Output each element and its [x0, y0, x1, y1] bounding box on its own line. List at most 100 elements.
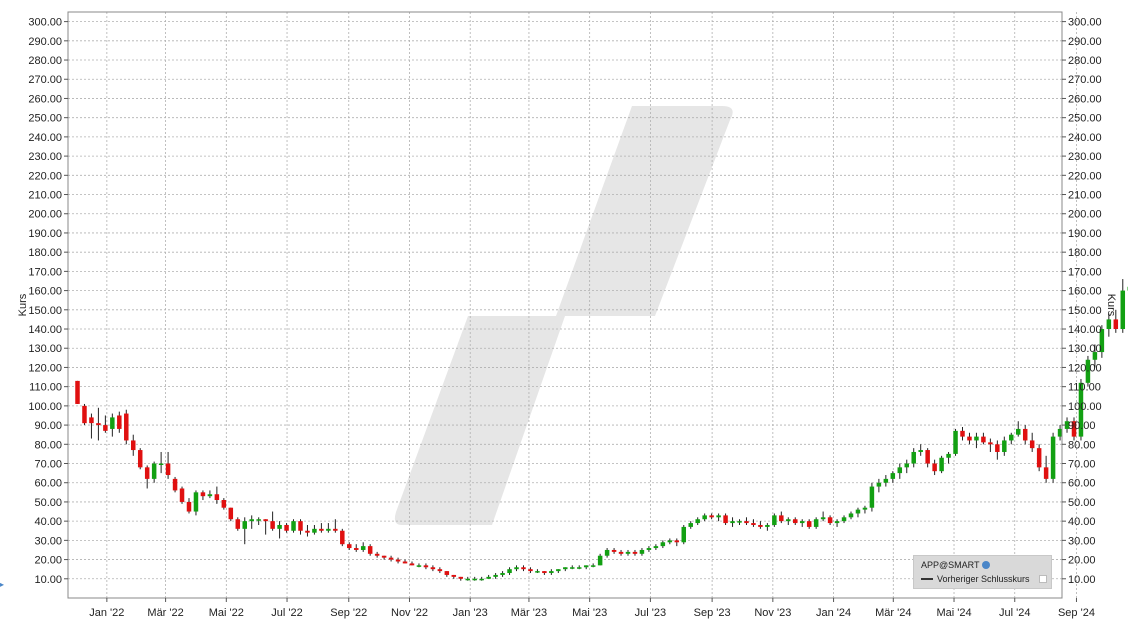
candle-body	[165, 463, 171, 476]
candle-down	[1022, 425, 1028, 445]
candle-body	[583, 565, 589, 568]
candle-down	[124, 409, 129, 445]
candle-body	[528, 569, 533, 572]
candle-body	[988, 442, 993, 445]
y-tick-label-left: 160.00	[28, 286, 62, 298]
y-tick-label-right: 50.00	[1068, 497, 1096, 509]
candle-up	[953, 428, 958, 456]
candle-down	[988, 438, 993, 452]
y-tick-label-left: 260.00	[28, 93, 62, 105]
candle-up	[1120, 279, 1126, 333]
candle-down	[179, 486, 185, 504]
y-tick-label-right: 40.00	[1068, 516, 1096, 528]
legend-toggle-checkbox[interactable]	[1039, 575, 1047, 583]
candle-body	[409, 563, 415, 566]
candle-up	[772, 513, 777, 527]
y-axis-title-right: Kurs	[1105, 294, 1117, 317]
y-tick-label-left: 220.00	[28, 170, 62, 182]
candle-up	[688, 521, 693, 529]
y-tick-label-right: 120.00	[1068, 362, 1102, 374]
candle-body	[1120, 290, 1126, 330]
candle-down	[458, 576, 464, 581]
legend: APP@SMART Vorheriger Schlusskurs	[913, 555, 1052, 589]
candle-body	[200, 492, 206, 497]
candle-up	[695, 517, 700, 525]
y-tick-label-right: 220.00	[1068, 170, 1102, 182]
candle-down	[200, 490, 206, 501]
candle-down	[374, 551, 380, 558]
y-tick-label-left: 70.00	[34, 459, 62, 471]
candle-down	[960, 427, 965, 441]
candle-body	[744, 521, 749, 524]
candle-body	[284, 524, 289, 531]
y-tick-label-right: 30.00	[1068, 535, 1096, 547]
y-tick-label-right: 240.00	[1068, 132, 1102, 144]
candle-up	[1085, 355, 1091, 387]
candle-body	[556, 569, 561, 572]
candle-down	[221, 498, 227, 510]
candle-body	[611, 549, 617, 552]
candle-body	[500, 573, 505, 575]
candle-down	[806, 519, 812, 529]
candle-down	[827, 515, 833, 525]
candle-body	[625, 551, 631, 554]
candle-body	[430, 567, 436, 570]
x-tick-label: Sep '24	[1058, 607, 1095, 619]
candle-body	[416, 565, 422, 567]
candle-up	[242, 517, 247, 545]
candle-body	[981, 436, 986, 443]
candle-body	[270, 521, 275, 529]
candle-up	[897, 463, 903, 479]
candle-body	[486, 576, 491, 579]
candle-body	[388, 557, 394, 560]
y-tick-label-right: 70.00	[1068, 459, 1096, 471]
candle-body	[639, 549, 645, 554]
candle-body	[674, 540, 680, 543]
candle-body	[995, 444, 1000, 452]
candle-body	[667, 540, 673, 543]
candle-body	[507, 569, 512, 574]
candle-up	[1057, 425, 1063, 441]
x-tick-label: Mai '23	[572, 607, 607, 619]
candle-down	[228, 507, 234, 522]
candle-body	[305, 530, 310, 533]
candle-down	[353, 544, 359, 552]
candle-body	[911, 451, 916, 464]
candle-body	[960, 430, 965, 437]
candle-down	[451, 574, 457, 579]
candle-body	[242, 521, 247, 529]
candle-body	[437, 569, 443, 572]
candle-body	[799, 521, 805, 524]
candle-down	[305, 524, 310, 537]
candle-body	[890, 473, 896, 479]
candle-body	[848, 513, 854, 518]
y-tick-label-left: 290.00	[28, 36, 62, 48]
candle-down	[319, 523, 324, 533]
candle-up	[479, 576, 484, 581]
candle-body	[1113, 319, 1119, 330]
candle-up	[514, 565, 519, 572]
candle-body	[590, 565, 596, 567]
candle-body	[347, 544, 352, 549]
candle-body	[1099, 329, 1105, 353]
candle-body	[444, 571, 450, 575]
candle-body	[542, 571, 547, 574]
candle-body	[1050, 436, 1056, 479]
candle-up	[946, 451, 951, 464]
y-tick-label-right: 110.00	[1068, 382, 1101, 394]
candle-body	[228, 507, 234, 520]
candle-body	[193, 492, 199, 512]
candle-body	[751, 523, 756, 525]
candle-down	[89, 413, 94, 439]
y-tick-label-left: 50.00	[34, 497, 62, 509]
candle-body	[772, 515, 777, 525]
y-tick-label-left: 30.00	[34, 535, 62, 547]
candle-down	[995, 440, 1000, 460]
candle-body	[521, 567, 526, 570]
candle-body	[340, 530, 345, 545]
candle-down	[542, 571, 547, 575]
candle-up	[277, 521, 282, 539]
candle-body	[89, 417, 94, 424]
y-tick-label-left: 190.00	[28, 228, 62, 240]
x-tick-label: Jan '24	[816, 607, 851, 619]
